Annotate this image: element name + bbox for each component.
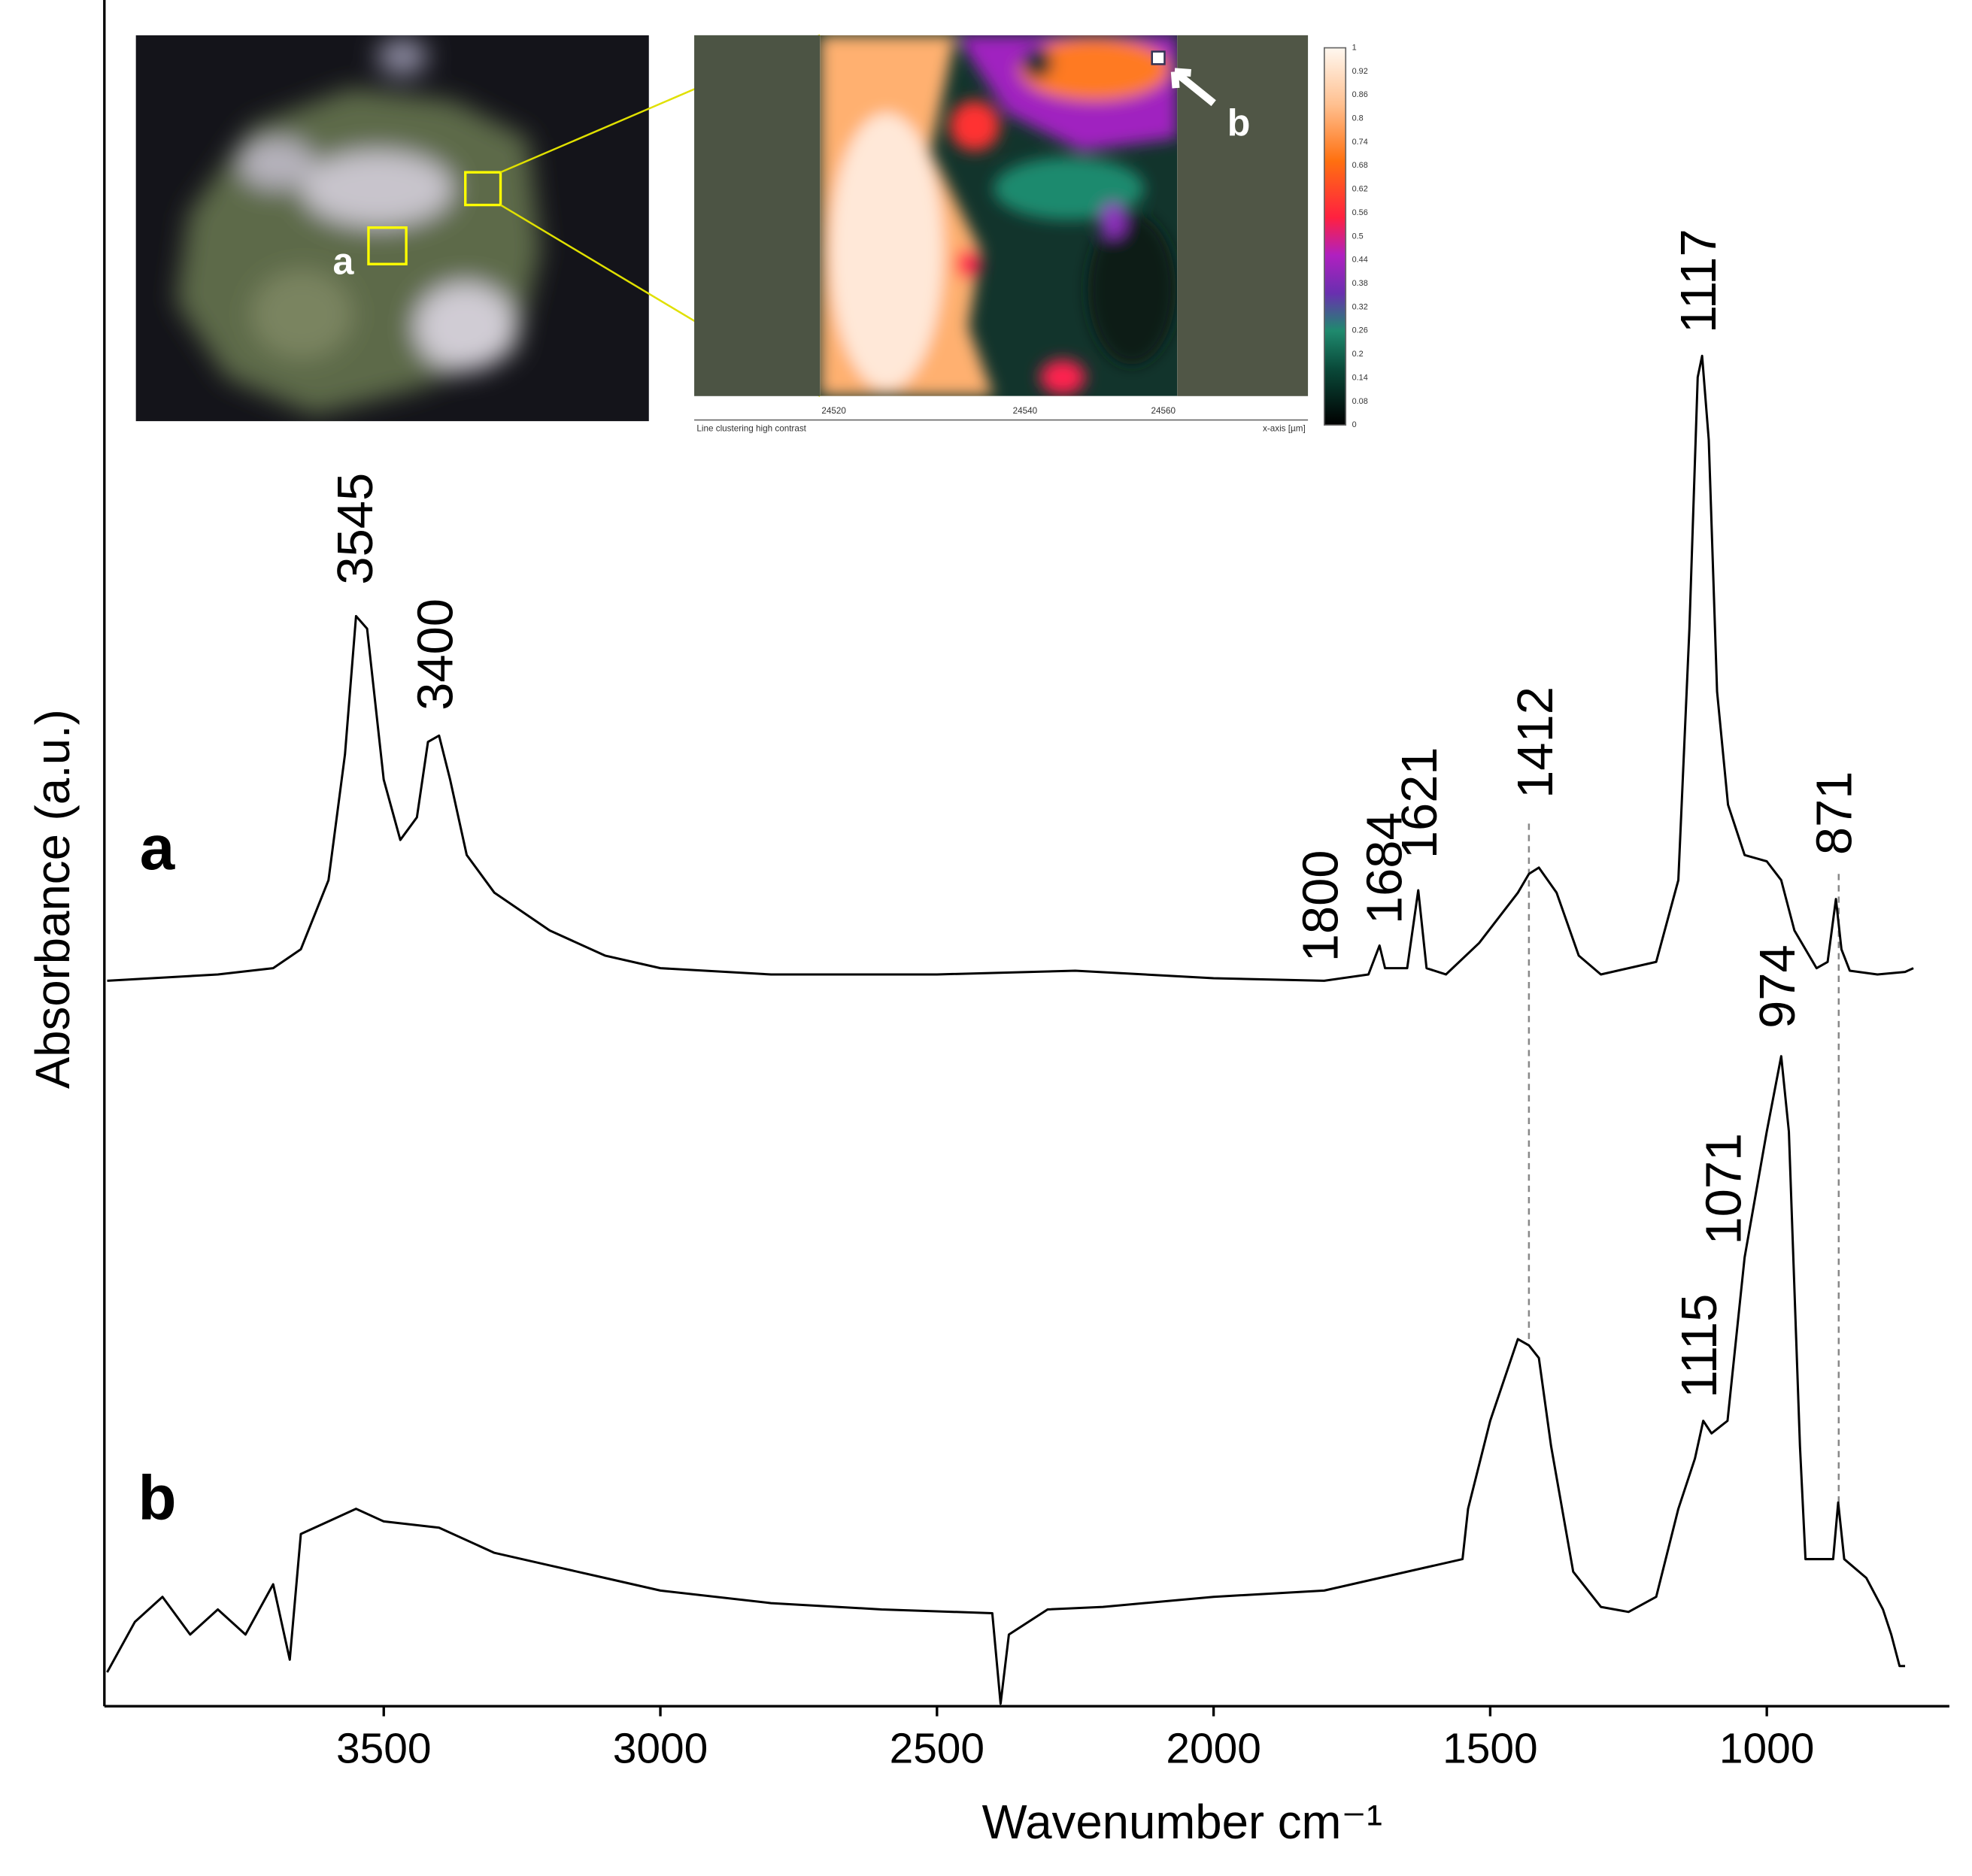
colorbar-tick-label: 1	[1352, 43, 1357, 52]
optical-image	[135, 35, 649, 422]
map-x-tick-label: 24560	[1151, 406, 1176, 416]
peak-label: 1071	[1696, 1133, 1752, 1245]
colorbar-tick-label: 0.32	[1352, 302, 1368, 311]
colorbar-tick-label: 0.08	[1352, 397, 1368, 406]
colorbar-tick-label: 0.5	[1352, 232, 1364, 241]
x-tick-label: 1500	[1443, 1725, 1537, 1772]
spectrum-line	[107, 354, 1914, 982]
peak-label: 1684	[1357, 812, 1413, 924]
axes	[103, 0, 1949, 1708]
colorbar-tick-label: 0.38	[1352, 279, 1368, 288]
peak-label: 1621	[1391, 747, 1448, 859]
x-tick-label: 3000	[613, 1725, 708, 1772]
x-tick-label: 3500	[336, 1725, 431, 1772]
map-x-label: x-axis [µm]	[1263, 423, 1306, 433]
colorbar-tick-label: 0.26	[1352, 326, 1368, 335]
series-label: a	[140, 812, 176, 883]
region-label: a	[333, 240, 355, 282]
colorbar-tick-label: 0.56	[1352, 208, 1368, 217]
x-tick-label: 2500	[890, 1725, 984, 1772]
colorbar-tick-label: 0	[1352, 420, 1357, 429]
arrow	[1170, 68, 1216, 107]
colorbar-tick-label: 0.92	[1352, 67, 1368, 76]
peak-label: 3545	[327, 473, 384, 585]
colorbar-tick-label: 0.2	[1352, 350, 1364, 359]
spectrum-line	[106, 1055, 1906, 1705]
peak-label: 1412	[1507, 686, 1564, 799]
x-tick-label: 2000	[1166, 1725, 1261, 1772]
series-label: b	[138, 1462, 176, 1532]
peak-label: 1117	[1670, 229, 1727, 333]
colorbar-tick-label: 0.68	[1352, 161, 1368, 170]
peak-label: 3400	[407, 599, 463, 711]
colorbar-tick-label: 0.74	[1352, 138, 1368, 147]
inset: a b Line clustering high contra	[135, 34, 1368, 433]
peak-label: 1800	[1292, 850, 1349, 962]
map-x-tick-label: 24520	[821, 406, 846, 416]
y-axis-title: Absorbance (a.u.)	[26, 709, 80, 1089]
colorbar-tick-label: 0.62	[1352, 185, 1368, 194]
map-caption: Line clustering high contrast	[696, 423, 806, 433]
point-marker	[1151, 50, 1166, 65]
map-x-tick-label: 24540	[1013, 406, 1038, 416]
colorbar-tick-label: 0.44	[1352, 256, 1368, 265]
x-tick-label: 1000	[1719, 1725, 1814, 1772]
colorbar-tick-label: 0.8	[1352, 114, 1364, 123]
region-box	[367, 226, 408, 265]
heatmap	[820, 35, 1178, 396]
map-background	[694, 35, 821, 396]
peak-label: 974	[1749, 944, 1806, 1029]
peak-label: 1115	[1671, 1294, 1728, 1399]
colorbar-tick-label: 0.86	[1352, 90, 1368, 99]
region-box	[464, 171, 502, 207]
peak-label: 871	[1807, 771, 1863, 856]
x-axis-title: Wavenumber cm⁻¹	[982, 1796, 1382, 1849]
region-label: b	[1227, 102, 1251, 144]
colorbar-tick-label: 0.14	[1352, 373, 1368, 382]
colorbar	[1323, 47, 1347, 426]
